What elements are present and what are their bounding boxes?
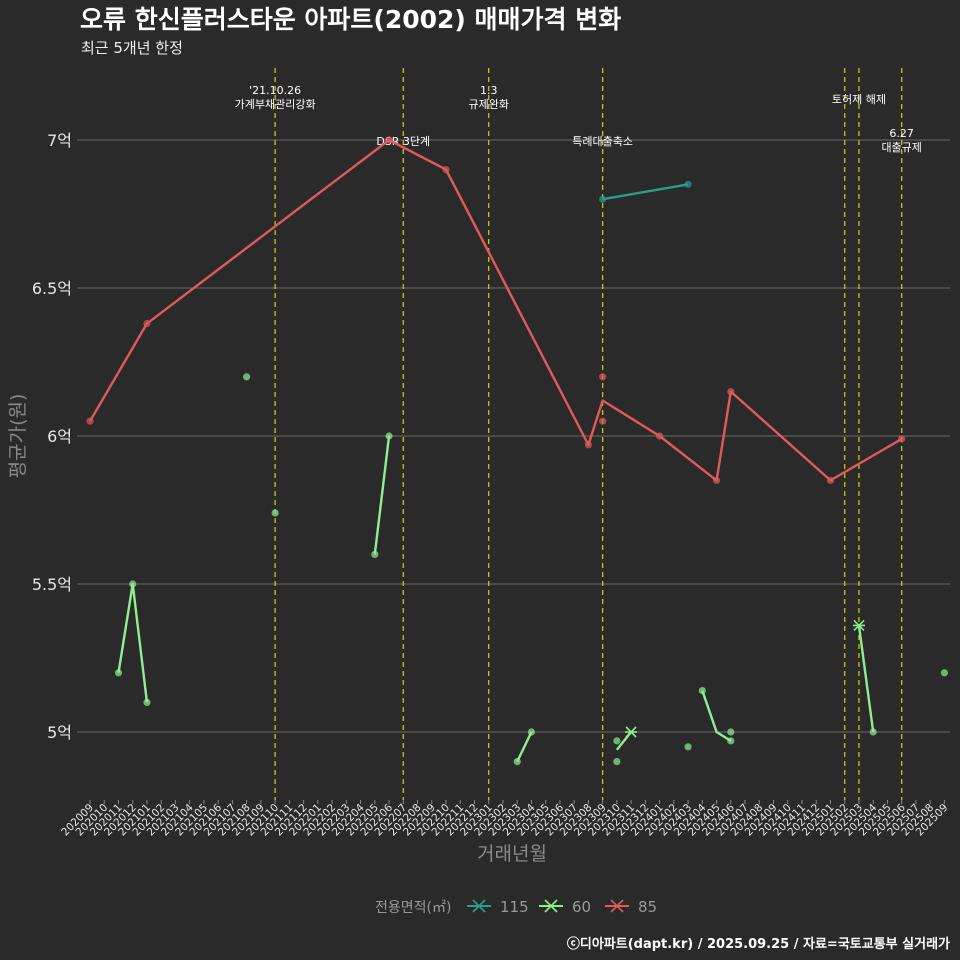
legend-key: [472, 899, 486, 913]
series-60-point: [698, 686, 706, 695]
series-60-line: [516, 731, 533, 763]
chart-caption: ⓒ디아파트(dapt.kr) / 2025.09.25 / 자료=국토교통부 실…: [567, 936, 950, 952]
series-85-point: [599, 373, 607, 381]
x-axis-title: 거래년월: [477, 843, 547, 865]
series-85-point: [584, 441, 593, 449]
series-85-line: [88, 138, 903, 482]
series-60-line: [373, 435, 391, 555]
y-tick-label: 5억: [47, 723, 72, 742]
series-60-point: [940, 669, 949, 677]
series-115-point: [599, 195, 607, 203]
series-60-point: [613, 737, 621, 745]
series-115-line: [602, 183, 689, 201]
series-85-point: [826, 476, 835, 484]
series-85-point: [385, 136, 393, 144]
series-85-point: [656, 432, 664, 440]
y-axis-title: 평균가(원): [7, 394, 29, 479]
y-tick-label: 7억: [47, 131, 72, 150]
grid-lines: [77, 139, 950, 733]
series-60-point: [727, 728, 735, 736]
series-60-point: [243, 373, 251, 381]
legend-key: [544, 899, 558, 913]
series-85-point: [143, 319, 151, 328]
event-label: 1.3: [480, 84, 498, 97]
legend-label: 115: [500, 898, 529, 916]
series-60-line: [857, 625, 875, 733]
series-60-point: [727, 737, 735, 745]
series-85-point: [727, 388, 735, 396]
series-60-line: [701, 690, 732, 742]
series-85-point: [442, 166, 450, 174]
event-label: 규제완화: [468, 98, 508, 111]
y-tick-label: 6억: [47, 427, 72, 446]
event-label: 6.27: [889, 127, 914, 140]
legend: 전용면적(㎡) 115 60 85: [375, 898, 657, 916]
series-60-line: [117, 582, 149, 703]
series-layer: [86, 136, 949, 766]
chart-subtitle: 최근 5개년 한정: [81, 39, 183, 57]
series-60-marker: [853, 619, 865, 632]
series-60-point: [513, 758, 521, 766]
y-tick-label: 6.5억: [32, 279, 72, 298]
series-60-point: [527, 728, 536, 736]
legend-title: 전용면적(㎡): [375, 900, 451, 916]
x-axis: 2020092020102020112020122021012021022021…: [59, 800, 951, 838]
series-60-point: [114, 669, 123, 677]
event-label: 토허제 해제: [832, 92, 886, 106]
event-label: 특례대출축소: [572, 135, 633, 148]
series-60-point: [613, 758, 621, 766]
event-label: 가계부채관리강화: [235, 98, 316, 111]
series-60-point: [371, 550, 379, 559]
chart-title: 오류 한신플러스타운 아파트(2002) 매매가격 변화: [80, 5, 621, 34]
series-60-point: [869, 728, 877, 736]
series-60-point: [143, 698, 151, 707]
legend-label: 60: [572, 898, 591, 916]
series-60-point: [385, 432, 393, 440]
event-label: 대출규제: [881, 141, 921, 154]
legend-label: 85: [638, 898, 657, 916]
series-85-point: [86, 417, 94, 425]
series-60-point: [684, 743, 692, 751]
y-axis: 5억 5.5억 6억 6.5억 7억: [32, 131, 72, 742]
series-85-point: [712, 476, 721, 484]
y-tick-label: 5.5억: [32, 575, 72, 594]
legend-key: [610, 899, 624, 913]
series-85-point: [898, 435, 906, 443]
series-60-point: [271, 509, 279, 517]
series-115-point: [684, 180, 692, 188]
series-60-marker: [625, 726, 637, 738]
event-label: '21.10.26: [249, 84, 301, 97]
series-60-point: [129, 580, 137, 588]
series-85-point: [599, 417, 607, 425]
